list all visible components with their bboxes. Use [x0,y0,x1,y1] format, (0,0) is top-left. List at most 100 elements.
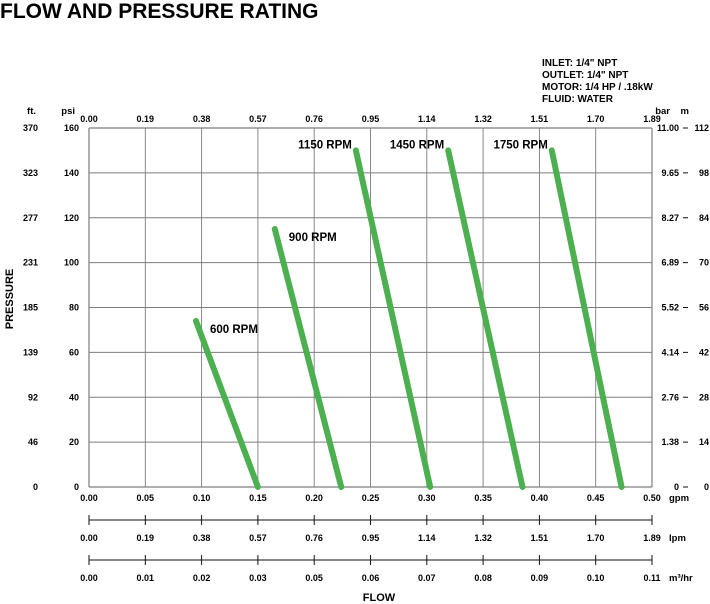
plot-grid [88,127,653,488]
top-lpm-tick-label: 0.76 [305,114,323,124]
bar-tick-label: 2.76 [661,392,679,402]
m3hr-tick-label: 0.07 [418,573,436,583]
gpm-unit-label: gpm [669,493,689,504]
axis-ticks: 0 0 0 0 46 20 1.38 14 92 40 2.76 28 139 60 4.14 42 185 80… [23,106,709,584]
m-tick-label: 84 [699,213,709,223]
lpm-tick-label: 1.14 [418,533,436,543]
m-tick-label: 98 [699,168,709,178]
lpm-tick-label: 1.70 [587,533,605,543]
spec-line: FLUID: WATER [542,94,614,105]
lpm-unit-label: lpm [669,533,686,544]
gpm-tick-label: 0.25 [362,493,380,503]
bar-unit-label: bar [655,106,670,117]
lpm-tick-label: 0.76 [305,533,323,543]
gpm-tick-label: 0.35 [474,493,492,503]
gpm-tick-label: 0.40 [531,493,549,503]
series-line [271,225,345,490]
psi-tick-label: 80 [69,303,79,313]
m3hr-tick-label: 0.09 [531,573,549,583]
x-axis-title: FLOW [363,592,396,604]
lpm-tick-label: 1.89 [643,533,661,543]
ft-tick-label: 370 [23,123,38,133]
m3hr-tick-label: 0.10 [587,573,605,583]
top-lpm-tick-label: 0.19 [137,114,155,124]
bar-tick-label: 4.14 [661,347,679,357]
gpm-tick-label: 0.10 [193,493,211,503]
lpm-tick-label: 0.95 [362,533,380,543]
ft-tick-label: 277 [23,213,38,223]
psi-tick-label: 0 [74,482,79,492]
gpm-tick-label: 0.30 [418,493,436,503]
m3hr-tick-label: 0.03 [249,573,267,583]
psi-tick-label: 20 [69,437,79,447]
spec-line: MOTOR: 1/4 HP / .18kW [542,82,653,93]
series-label: 1450 RPM [390,139,444,151]
bar-tick-label: 8.27 [661,213,679,223]
psi-tick-label: 40 [69,392,79,402]
m-tick-label: 0 [704,482,709,492]
bar-tick-label: 11.00 [657,123,679,133]
ft-tick-label: 0 [33,482,38,492]
top-lpm-tick-label: 1.32 [474,114,492,124]
bar-tick-label: 0 [674,482,679,492]
psi-unit-label: psi [61,106,75,117]
m-tick-label: 42 [699,347,709,357]
spec-line: OUTLET: 1/4" NPT [542,70,628,81]
ft-tick-label: 46 [28,437,38,447]
top-lpm-tick-label: 1.89 [643,114,661,124]
series-line [192,317,261,490]
top-lpm-tick-label: 0.57 [249,114,267,124]
psi-tick-label: 160 [64,123,79,133]
m-unit-label: m [681,106,689,117]
m3hr-tick-label: 0.05 [305,573,323,583]
gpm-tick-label: 0.00 [80,493,98,503]
psi-tick-label: 60 [69,347,79,357]
gpm-tick-label: 0.20 [305,493,323,503]
ft-tick-label: 231 [23,258,38,268]
m-tick-label: 56 [699,303,709,313]
ft-tick-label: 185 [23,303,38,313]
m-tick-label: 112 [694,123,709,133]
top-lpm-tick-label: 1.14 [418,114,436,124]
series-line [352,147,434,490]
m3hr-tick-label: 0.01 [137,573,155,583]
m3hr-tick-label: 0.08 [474,573,492,583]
m3hr-tick-label: 0.00 [80,573,98,583]
series-label: 1750 RPM [493,139,547,151]
series-group: 600 RPM 900 RPM 1150 RPM 1450 RPM 1750 RPM [192,139,625,490]
m3hr-tick-label: 0.06 [362,573,380,583]
m-tick-label: 70 [699,258,709,268]
gpm-tick-label: 0.45 [587,493,605,503]
bar-tick-label: 9.65 [661,168,679,178]
chart-title: FLOW AND PRESSURE RATING [0,0,319,23]
top-lpm-tick-label: 0.38 [193,114,211,124]
lpm-tick-label: 0.00 [80,533,98,543]
spec-line: INLET: 1/4" NPT [542,58,617,69]
series-line [548,147,625,490]
ft-unit-label: ft. [27,106,36,117]
ft-tick-label: 139 [23,347,38,357]
series-line [445,147,526,490]
m3hr-tick-label: 0.02 [193,573,211,583]
top-lpm-tick-label: 1.51 [531,114,549,124]
series-label: 1150 RPM [298,139,352,151]
bar-tick-label: 6.89 [661,258,679,268]
lpm-tick-label: 1.32 [474,533,492,543]
psi-tick-label: 120 [64,213,79,223]
ft-tick-label: 323 [23,168,38,178]
m3hr-unit-label: m³/hr [669,573,693,584]
series-label: 600 RPM [210,324,258,336]
psi-tick-label: 100 [64,258,79,268]
series-label: 900 RPM [289,232,337,244]
bar-tick-label: 1.38 [661,437,679,447]
m-tick-label: 28 [699,392,709,402]
m-tick-label: 14 [699,437,709,447]
top-lpm-tick-label: 1.70 [587,114,605,124]
gpm-tick-label: 0.50 [643,493,661,503]
lpm-tick-label: 0.19 [137,533,155,543]
lpm-tick-label: 1.51 [531,533,549,543]
psi-tick-label: 140 [64,168,79,178]
m3hr-tick-label: 0.11 [643,573,660,583]
